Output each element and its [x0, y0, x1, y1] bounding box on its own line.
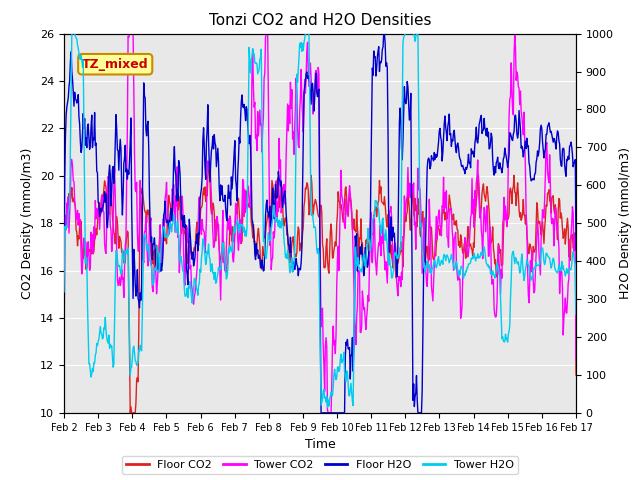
X-axis label: Time: Time [305, 438, 335, 451]
Title: Tonzi CO2 and H2O Densities: Tonzi CO2 and H2O Densities [209, 13, 431, 28]
Legend: Floor CO2, Tower CO2, Floor H2O, Tower H2O: Floor CO2, Tower CO2, Floor H2O, Tower H… [122, 456, 518, 474]
Y-axis label: CO2 Density (mmol/m3): CO2 Density (mmol/m3) [22, 147, 35, 299]
Y-axis label: H2O Density (mmol/m3): H2O Density (mmol/m3) [620, 147, 632, 299]
Text: TZ_mixed: TZ_mixed [82, 58, 148, 71]
